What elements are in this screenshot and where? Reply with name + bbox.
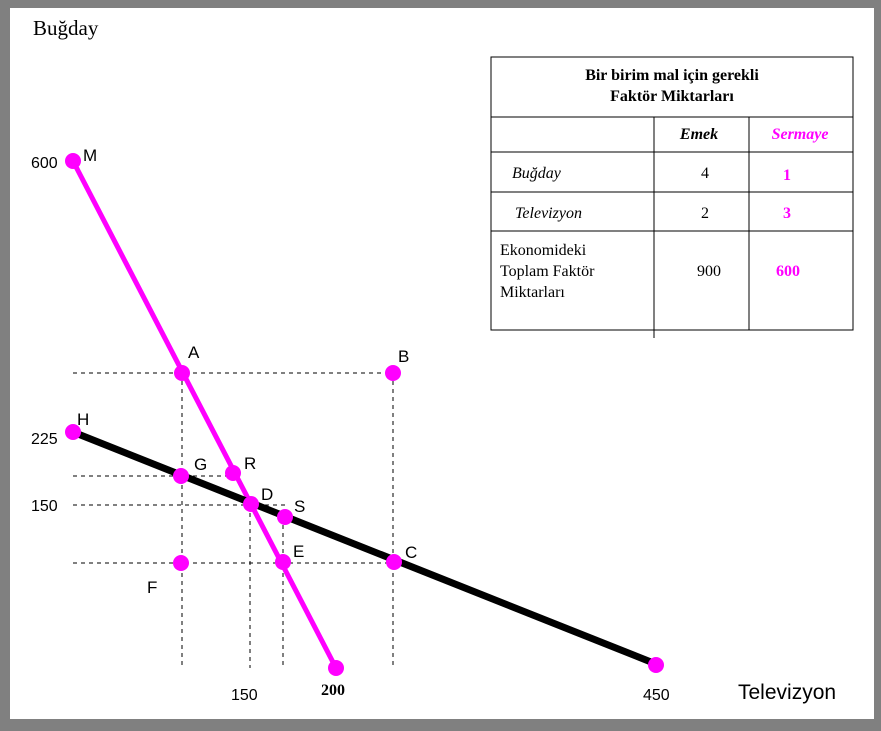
- table-row2-sermaye: 3: [783, 205, 791, 222]
- y-axis-label: Buğday: [33, 16, 99, 40]
- point-c: [386, 554, 402, 570]
- table-row3-emek: 900: [697, 263, 721, 280]
- label-n: N: [652, 642, 664, 661]
- point-r: [225, 465, 241, 481]
- label-e: E: [293, 542, 304, 561]
- table-title-line2: Faktör Miktarları: [610, 88, 734, 105]
- table-row3-label-l2: Toplam Faktör: [500, 263, 595, 280]
- label-s: S: [294, 497, 305, 516]
- guide-lines: [73, 372, 395, 668]
- point-g: [173, 468, 189, 484]
- table-title-line1: Bir birim mal için gerekli: [585, 67, 759, 84]
- label-c: C: [405, 543, 417, 562]
- points: [65, 153, 664, 676]
- point-k: [328, 660, 344, 676]
- point-m: [65, 153, 81, 169]
- table-header-emek: Emek: [679, 126, 718, 143]
- point-n: [648, 657, 664, 673]
- x-tick-450: 450: [643, 687, 670, 704]
- label-h: H: [77, 410, 89, 429]
- labor-constraint-line-hn: [71, 428, 658, 668]
- table-row3-label-l1: Ekonomideki: [500, 242, 587, 259]
- table-header-sermaye: Sermaye: [772, 126, 829, 143]
- label-m: M: [83, 146, 97, 165]
- point-f: [173, 555, 189, 571]
- table-row1-emek: 4: [701, 165, 709, 182]
- point-s: [277, 509, 293, 525]
- table-row1-label: Buğday: [512, 165, 562, 182]
- point-a: [174, 365, 190, 381]
- y-tick-150: 150: [31, 498, 58, 515]
- label-d: D: [261, 485, 273, 504]
- point-h: [65, 424, 81, 440]
- label-g: G: [194, 455, 207, 474]
- table-row2-emek: 2: [701, 205, 709, 222]
- point-b: [385, 365, 401, 381]
- label-r: R: [244, 454, 256, 473]
- label-k: K: [350, 652, 362, 671]
- point-e: [275, 554, 291, 570]
- x-axis-label: Televizyon: [738, 681, 836, 704]
- x-tick-200: 200: [321, 682, 345, 699]
- table-row3-label-l3: Miktarları: [500, 284, 565, 301]
- label-f: F: [147, 578, 157, 597]
- table-row1-sermaye: 1: [783, 167, 791, 184]
- table-row3-sermaye: 600: [776, 263, 800, 280]
- point-d: [243, 496, 259, 512]
- table-row2-label: Televizyon: [515, 205, 582, 222]
- label-a: A: [188, 343, 200, 362]
- factor-table: Bir birim mal için gerekli Faktör Miktar…: [490, 56, 854, 338]
- y-tick-225: 225: [31, 431, 58, 448]
- x-tick-150: 150: [231, 687, 258, 704]
- label-b: B: [398, 347, 409, 366]
- table-border: [490, 56, 854, 331]
- capital-constraint-line-mk: [70, 159, 339, 670]
- y-tick-600: 600: [31, 155, 58, 172]
